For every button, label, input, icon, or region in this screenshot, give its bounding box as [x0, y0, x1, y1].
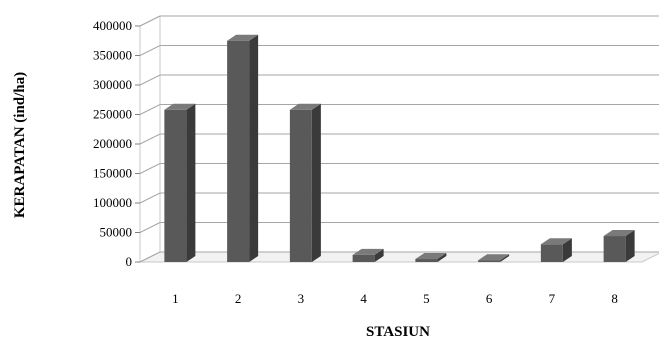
bar-front	[289, 109, 312, 262]
y-tick-labels: 0 50000 100000 150000 200000 250000 300000 3500…	[93, 18, 132, 269]
bar-side	[311, 103, 321, 262]
bar-top	[415, 253, 447, 260]
gridline	[139, 192, 659, 204]
bar-front	[540, 244, 563, 262]
bar	[164, 103, 196, 262]
x-tick-label: 4	[360, 291, 367, 306]
bar-front	[415, 259, 438, 262]
bar-side	[186, 103, 196, 262]
y-tick-label: 250000	[93, 107, 132, 122]
y-tick-label: 50000	[100, 225, 133, 240]
bar	[415, 253, 447, 262]
x-tick-label: 2	[235, 291, 242, 306]
bar-side	[625, 230, 635, 262]
y-tick-label: 350000	[93, 48, 132, 63]
bar-top	[478, 254, 510, 261]
y-tick-label: 100000	[93, 195, 132, 210]
bar	[352, 248, 384, 262]
bar-top	[540, 238, 572, 245]
gridline	[139, 133, 659, 145]
gridline	[139, 163, 659, 174]
bar	[289, 103, 321, 262]
x-tick-label: 6	[486, 291, 493, 306]
bar-side	[562, 238, 572, 262]
floor	[139, 251, 659, 263]
gridline	[139, 222, 659, 233]
x-tick-labels: 1 2 3 4 5 6 7 8	[172, 291, 618, 306]
bar-front	[164, 109, 187, 262]
x-tick-label: 1	[172, 291, 179, 306]
x-tick-label: 5	[423, 291, 430, 306]
bar-top	[164, 103, 196, 110]
gridline	[139, 45, 659, 56]
y-tick-label: 150000	[93, 166, 132, 181]
y-tick-label: 0	[126, 254, 133, 269]
bar-side	[500, 254, 510, 262]
x-axis-title: STASIUN	[366, 324, 430, 340]
bar-top	[289, 103, 321, 110]
bar-side	[374, 248, 384, 262]
bar-top	[603, 230, 635, 237]
bar-top	[227, 34, 259, 41]
bar-side	[249, 34, 259, 262]
x-tick-label: 8	[611, 291, 618, 306]
gridline	[139, 251, 659, 263]
bar	[540, 238, 572, 262]
gridlines	[135, 15, 659, 263]
bar-front	[352, 254, 375, 262]
gridline	[139, 74, 659, 86]
bar	[603, 230, 635, 262]
bar	[478, 254, 510, 262]
bar-top	[352, 248, 384, 255]
bar-front	[603, 236, 626, 262]
y-tick-label: 300000	[93, 77, 132, 92]
bar-front	[227, 40, 250, 262]
x-tick-label: 3	[298, 291, 305, 306]
gridline	[139, 15, 659, 27]
y-tick-label: 400000	[93, 18, 132, 33]
gridline	[139, 104, 659, 115]
bar-side	[437, 253, 447, 262]
bar-front	[478, 260, 501, 262]
chart-walls	[139, 15, 659, 263]
bar	[227, 34, 259, 262]
y-axis-title: KERAPATAN (ind/ha)	[12, 72, 28, 218]
y-tick-label: 200000	[93, 136, 132, 151]
bars	[164, 34, 635, 262]
x-tick-label: 7	[549, 291, 556, 306]
